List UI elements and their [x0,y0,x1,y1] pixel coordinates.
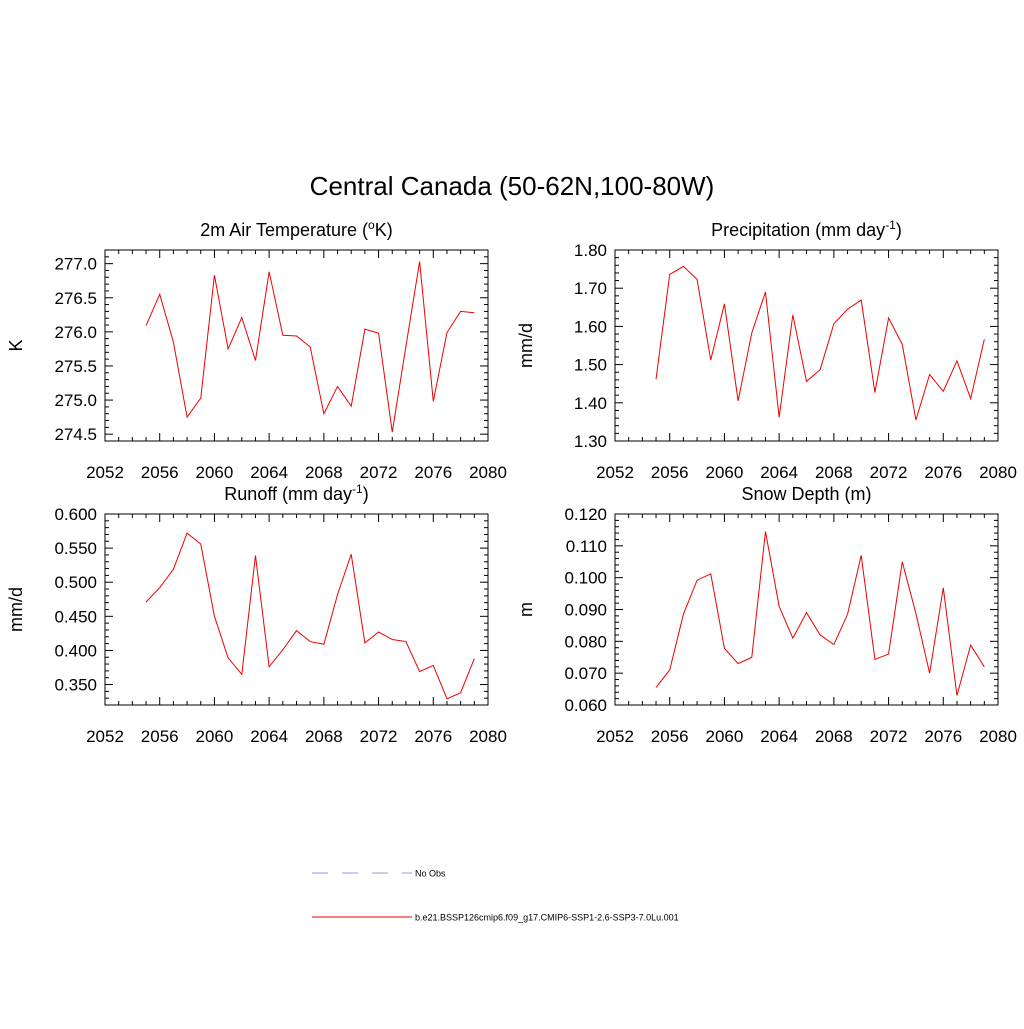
x-tick-label: 2064 [760,727,798,746]
y-tick-label: 0.600 [54,505,97,524]
x-tick-label: 2072 [870,727,908,746]
x-tick-label: 2064 [250,463,288,482]
x-tick-label: 2060 [196,463,234,482]
y-tick-label: 0.500 [54,573,97,592]
x-tick-label: 2052 [596,463,634,482]
y-tick-label: 274.5 [54,425,97,444]
y-tick-label: 1.60 [574,317,607,336]
panel-title: Runoff (mm day-1) [224,482,368,504]
y-tick-label: 1.70 [574,279,607,298]
plot-frame [104,513,489,706]
panel-title-text: Precipitation (mm day [711,220,885,240]
panel-title-end: ) [896,220,902,240]
x-tick-label: 2068 [815,463,853,482]
x-tick-label: 2052 [86,463,124,482]
y-tick-label: 276.5 [54,289,97,308]
y-tick-label: 0.060 [564,696,607,715]
plot-frame [614,249,999,442]
x-tick-label: 2052 [86,727,124,746]
panel-title-text: Runoff (mm day [224,484,352,504]
x-tick-label: 2076 [414,463,452,482]
y-axis-label: K [6,339,26,351]
x-tick-label: 2076 [414,727,452,746]
plot-frame [614,513,999,706]
series-line [145,532,475,700]
x-tick-label: 2072 [360,463,398,482]
x-tick-label: 2056 [141,727,179,746]
figure-title: Central Canada (50-62N,100-80W) [310,171,715,201]
x-tick-label: 2060 [706,463,744,482]
x-tick-label: 2080 [979,463,1017,482]
y-axis-label: mm/d [6,587,26,632]
x-tick-label: 2080 [469,727,507,746]
x-tick-label: 2072 [360,727,398,746]
y-tick-label: 0.070 [564,664,607,683]
x-tick-label: 2068 [815,727,853,746]
y-tick-label: 275.5 [54,357,97,376]
x-tick-label: 2060 [196,727,234,746]
x-tick-label: 2056 [141,463,179,482]
y-tick-label: 0.450 [54,607,97,626]
x-tick-label: 2076 [924,463,962,482]
y-tick-label: 0.400 [54,641,97,660]
panel-runoff: Runoff (mm day-1) mm/d 2052 2056 2060 2064 206… [6,482,507,746]
y-tick-label: 277.0 [54,255,97,274]
panel-title-superscript: -1 [885,218,896,232]
plot-frame [104,249,489,442]
y-tick-label: 0.090 [564,601,607,620]
panel-precipitation: Precipitation (mm day-1) mm/d 2052 2056 2060… [516,218,1017,482]
panel-title: Snow Depth (m) [741,484,871,504]
x-tick-label: 2056 [651,727,689,746]
panel-title-end: ) [363,484,369,504]
panel-title: 2m Air Temperature (oK) [200,218,392,240]
series-line [655,265,985,421]
panel-title-superscript: o [368,218,375,232]
series-line [145,261,475,433]
x-tick-label: 2064 [760,463,798,482]
x-tick-label: 2068 [305,727,343,746]
y-tick-label: 0.550 [54,539,97,558]
y-axis-label: mm/d [516,323,536,368]
y-tick-label: 1.30 [574,432,607,451]
panel-snow-depth: Snow Depth (m) m 2052 2056 2060 2064 2068 2072 2… [516,484,1017,746]
x-tick-label: 2080 [469,463,507,482]
legend: No Obs b.e21.BSSP126cmip6.f09_g17.CMIP6-… [312,869,679,923]
y-tick-label: 0.120 [564,505,607,524]
y-tick-label: 0.080 [564,632,607,651]
y-tick-label: 0.350 [54,676,97,695]
x-tick-label: 2080 [979,727,1017,746]
y-tick-label: 1.40 [574,394,607,413]
y-tick-label: 0.110 [566,537,607,556]
x-tick-label: 2056 [651,463,689,482]
panel-temperature: 2m Air Temperature (oK) K 2052 2056 2060 2064… [6,218,507,482]
y-tick-label: 275.0 [54,391,97,410]
x-tick-label: 2072 [870,463,908,482]
x-tick-label: 2052 [596,727,634,746]
panels-group: 2m Air Temperature (oK) K 2052 2056 2060 2064… [6,218,1017,746]
series-line [655,531,985,696]
panel-title-text: Snow Depth (m) [741,484,871,504]
y-tick-label: 0.100 [564,569,607,588]
y-tick-label: 276.0 [54,323,97,342]
y-axis-label: m [516,602,536,617]
y-tick-label: 1.80 [574,241,607,260]
x-tick-label: 2064 [250,727,288,746]
panel-title-text: 2m Air Temperature ( [200,220,368,240]
x-tick-label: 2068 [305,463,343,482]
panel-title: Precipitation (mm day-1) [711,218,902,240]
legend-label-no-obs: No Obs [415,869,446,879]
panel-title-end: K) [375,220,393,240]
x-tick-label: 2060 [706,727,744,746]
legend-label-model-run: b.e21.BSSP126cmip6.f09_g17.CMIP6-SSP1-2.… [415,913,679,923]
panel-title-superscript: -1 [352,482,363,496]
y-tick-label: 1.50 [574,356,607,375]
x-tick-label: 2076 [924,727,962,746]
